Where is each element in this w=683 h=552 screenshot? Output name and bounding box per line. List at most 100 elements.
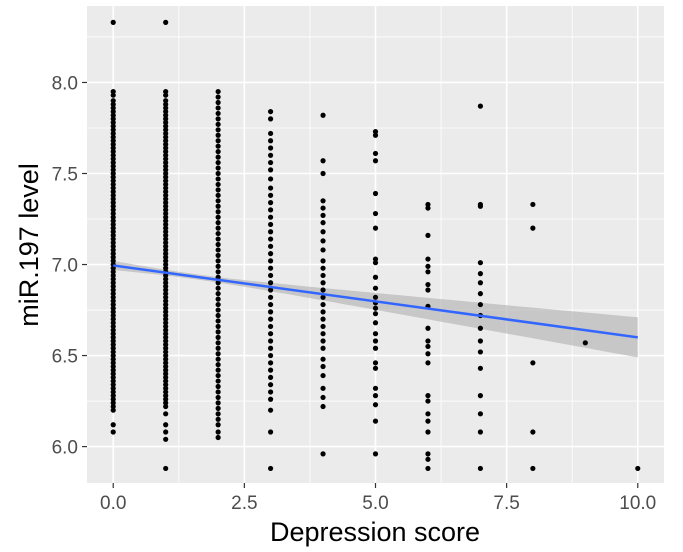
data-point — [372, 260, 379, 266]
data-point — [267, 367, 274, 373]
data-point — [110, 349, 116, 355]
data-point — [110, 19, 116, 25]
data-point — [267, 429, 274, 435]
data-point — [163, 207, 169, 213]
data-point — [320, 316, 326, 322]
data-point — [215, 285, 221, 291]
data-point — [163, 305, 169, 311]
data-point — [110, 363, 116, 370]
data-point — [110, 189, 116, 195]
data-point — [477, 301, 484, 308]
data-point — [163, 243, 169, 249]
data-point — [425, 456, 431, 462]
data-point — [110, 149, 116, 155]
data-point — [215, 176, 221, 182]
data-point — [163, 232, 169, 238]
data-point — [425, 263, 431, 269]
data-point — [267, 316, 274, 322]
data-point — [215, 329, 221, 335]
data-point — [110, 327, 116, 333]
data-point — [163, 356, 169, 362]
data-point — [110, 345, 116, 351]
data-point — [267, 152, 274, 158]
data-point — [215, 389, 221, 395]
data-point — [163, 280, 169, 286]
data-point — [267, 176, 274, 182]
y-tick-label: 7.0 — [52, 256, 78, 277]
data-point — [215, 291, 221, 297]
x-tick-label: 2.5 — [231, 493, 257, 514]
data-point — [215, 269, 221, 275]
data-point — [163, 221, 169, 228]
data-point — [163, 283, 169, 289]
data-point — [320, 247, 326, 253]
data-point — [110, 312, 116, 319]
data-point — [215, 252, 221, 259]
data-point — [477, 271, 484, 277]
data-point — [163, 254, 169, 260]
data-point — [372, 402, 379, 408]
data-point — [163, 19, 169, 25]
data-point — [110, 207, 116, 213]
data-point — [215, 416, 221, 422]
data-point — [215, 99, 221, 106]
data-point — [110, 138, 116, 144]
data-point — [267, 345, 274, 351]
data-point — [110, 92, 116, 98]
data-point — [110, 192, 116, 198]
data-point — [320, 272, 326, 279]
data-point — [110, 130, 116, 137]
data-point — [163, 167, 169, 173]
data-point — [110, 112, 116, 118]
data-point — [110, 254, 116, 260]
data-point — [215, 434, 221, 441]
data-point — [163, 141, 169, 147]
data-point — [110, 320, 116, 326]
data-point — [110, 280, 116, 286]
data-point — [215, 116, 221, 122]
data-point — [267, 309, 274, 315]
data-point — [372, 305, 379, 311]
data-point — [110, 225, 116, 231]
data-point — [163, 192, 169, 198]
data-point — [215, 411, 221, 417]
data-point — [372, 129, 379, 135]
data-point — [163, 465, 169, 472]
data-point — [163, 134, 169, 140]
data-point — [215, 236, 221, 242]
data-point — [163, 163, 169, 169]
data-point — [215, 181, 221, 188]
data-point — [163, 229, 169, 235]
data-point — [267, 138, 274, 144]
data-point — [163, 127, 169, 133]
data-point — [320, 112, 326, 118]
data-point — [372, 365, 379, 371]
data-point — [110, 105, 116, 111]
data-point — [163, 371, 169, 377]
data-point — [110, 218, 116, 224]
data-point — [215, 143, 221, 149]
data-point — [215, 296, 221, 302]
data-point — [425, 393, 431, 399]
data-point — [215, 230, 221, 237]
data-point — [110, 407, 116, 413]
data-point — [267, 265, 274, 271]
data-point — [215, 138, 221, 144]
data-point — [110, 203, 116, 209]
data-point — [320, 309, 326, 315]
data-point — [215, 340, 221, 346]
data-point — [163, 203, 169, 209]
data-point — [163, 98, 169, 104]
data-point — [215, 422, 221, 428]
data-point — [477, 203, 484, 209]
data-point — [110, 243, 116, 249]
data-point — [215, 378, 221, 384]
data-point — [267, 338, 274, 344]
data-point — [163, 218, 169, 224]
data-point — [163, 170, 169, 177]
data-point — [110, 116, 116, 122]
data-point — [215, 165, 221, 171]
data-point — [110, 276, 116, 282]
data-point — [267, 382, 274, 388]
data-point — [163, 382, 169, 388]
